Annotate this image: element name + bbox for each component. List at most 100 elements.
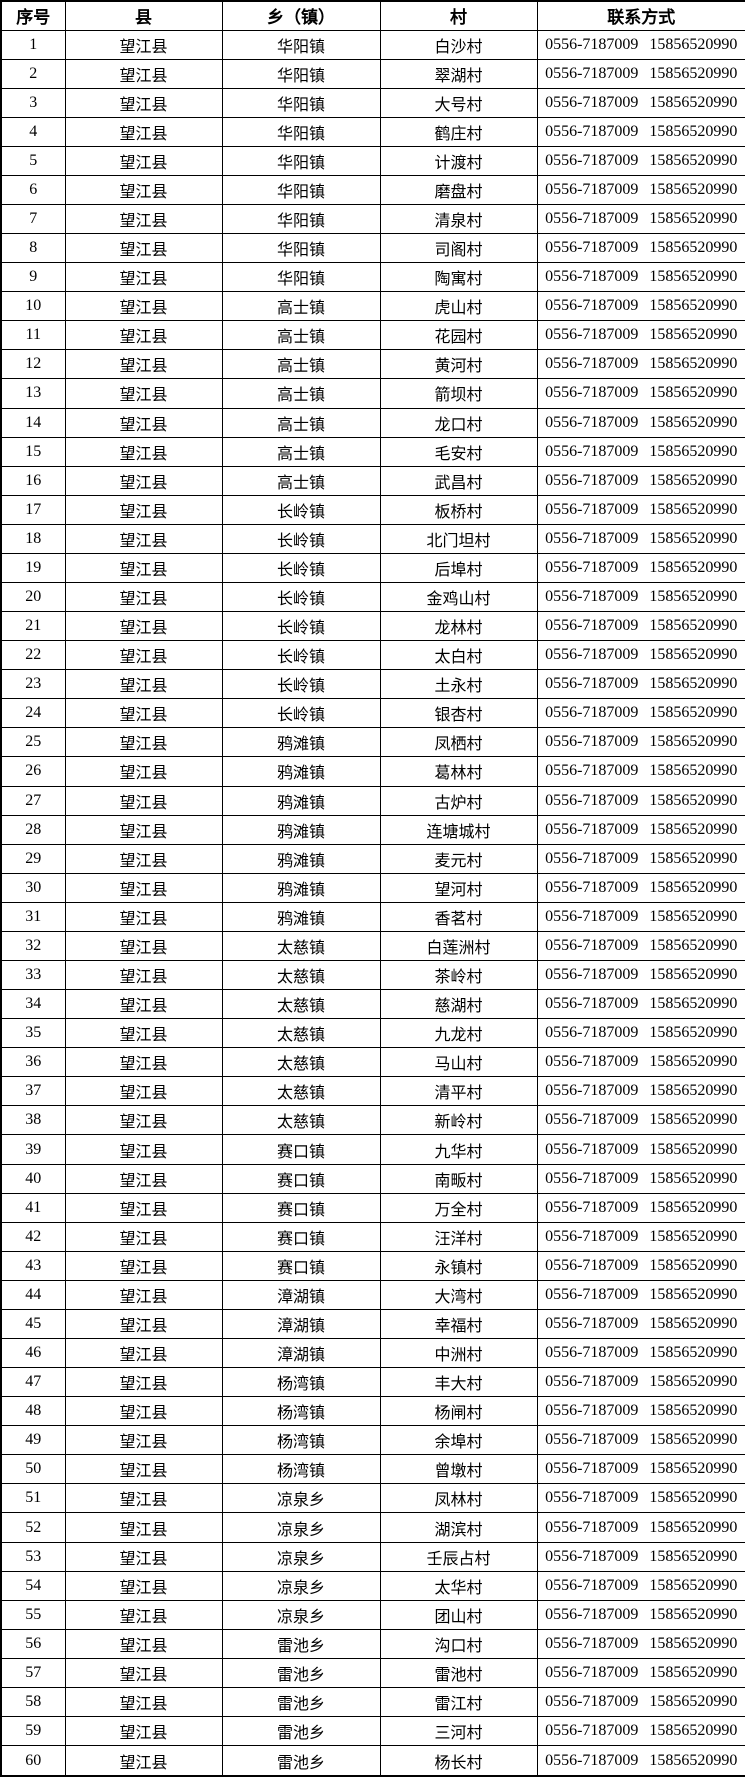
- table-row: 7 望江县 华阳镇 清泉村 0556-7187009 15856520990: [0, 203, 745, 235]
- cell-village: 麦元村: [379, 843, 538, 874]
- mobile-number: 15856520990: [649, 1111, 738, 1129]
- cell-county: 望江县: [64, 1570, 223, 1601]
- cell-county: 望江县: [64, 727, 223, 758]
- mobile-number: 15856520990: [649, 384, 738, 402]
- cell-contact: 0556-7187009 15856520990: [536, 930, 745, 962]
- phone-number: 0556-7187009: [545, 936, 639, 954]
- cell-village: 清平村: [379, 1076, 538, 1107]
- cell-village: 龙林村: [379, 611, 538, 642]
- table-row: 27 望江县 鸦滩镇 古炉村 0556-7187009 15856520990: [0, 785, 745, 816]
- cell-contact: 0556-7187009 15856520990: [536, 727, 745, 758]
- phone-number: 0556-7187009: [545, 326, 639, 344]
- cell-serial-number: 2: [0, 58, 66, 89]
- cell-township: 漳湖镇: [221, 1338, 381, 1369]
- mobile-number: 15856520990: [649, 1605, 738, 1623]
- cell-serial-number: 50: [0, 1454, 66, 1485]
- cell-serial-number: 13: [0, 378, 66, 409]
- cell-village: 南畈村: [379, 1163, 538, 1194]
- mobile-number: 15856520990: [649, 1634, 738, 1652]
- cell-township: 高士镇: [221, 320, 381, 351]
- cell-contact: 0556-7187009 15856520990: [536, 1047, 745, 1078]
- table-row: 41 望江县 赛口镇 万全村 0556-7187009 15856520990: [0, 1192, 745, 1223]
- cell-county: 望江县: [64, 1599, 223, 1630]
- cell-contact: 0556-7187009 15856520990: [536, 465, 745, 496]
- cell-contact: 0556-7187009 15856520990: [536, 843, 745, 874]
- phone-number: 0556-7187009: [545, 558, 639, 576]
- cell-contact: 0556-7187009 15856520990: [536, 1308, 745, 1340]
- cell-village: 九华村: [379, 1134, 538, 1165]
- cell-township: 华阳镇: [221, 116, 381, 147]
- cell-township: 凉泉乡: [221, 1570, 381, 1601]
- cell-township: 凉泉乡: [221, 1483, 381, 1514]
- cell-serial-number: 54: [0, 1570, 66, 1601]
- mobile-number: 15856520990: [649, 355, 738, 373]
- mobile-number: 15856520990: [649, 995, 738, 1013]
- cell-contact: 0556-7187009 15856520990: [536, 349, 745, 380]
- cell-village: 沟口村: [379, 1628, 538, 1659]
- table-row: 34 望江县 太慈镇 慈湖村 0556-7187009 15856520990: [0, 989, 745, 1020]
- cell-village: 茶岭村: [379, 959, 538, 991]
- cell-township: 太慈镇: [221, 989, 381, 1020]
- cell-contact: 0556-7187009 15856520990: [536, 1338, 745, 1369]
- mobile-number: 15856520990: [649, 1285, 738, 1303]
- table-row: 2 望江县 华阳镇 翠湖村 0556-7187009 15856520990: [0, 58, 745, 89]
- phone-number: 0556-7187009: [545, 122, 639, 140]
- cell-contact: 0556-7187009 15856520990: [536, 1279, 745, 1310]
- cell-contact: 0556-7187009 15856520990: [536, 378, 745, 409]
- mobile-number: 15856520990: [649, 210, 738, 227]
- cell-contact: 0556-7187009 15856520990: [536, 669, 745, 700]
- cell-contact: 0556-7187009 15856520990: [536, 1686, 745, 1718]
- cell-village: 余埠村: [379, 1425, 538, 1456]
- table-row: 1 望江县 华阳镇 白沙村 0556-7187009 15856520990: [0, 29, 745, 60]
- cell-county: 望江县: [64, 843, 223, 874]
- cell-township: 凉泉乡: [221, 1512, 381, 1543]
- mobile-number: 15856520990: [649, 1663, 738, 1681]
- cell-county: 望江县: [64, 1541, 223, 1572]
- cell-township: 鸦滩镇: [221, 756, 381, 787]
- phone-number: 0556-7187009: [545, 442, 639, 460]
- cell-serial-number: 45: [0, 1308, 66, 1340]
- phone-number: 0556-7187009: [545, 471, 639, 489]
- cell-serial-number: 26: [0, 756, 66, 787]
- cell-serial-number: 14: [0, 407, 66, 438]
- cell-county: 望江县: [64, 1338, 223, 1369]
- cell-county: 望江县: [64, 1076, 223, 1107]
- cell-township: 赛口镇: [221, 1192, 381, 1223]
- phone-number: 0556-7187009: [545, 1605, 639, 1623]
- cell-county: 望江县: [64, 1250, 223, 1281]
- mobile-number: 15856520990: [649, 500, 738, 518]
- phone-number: 0556-7187009: [545, 1634, 639, 1652]
- phone-number: 0556-7187009: [545, 820, 639, 838]
- phone-number: 0556-7187009: [545, 64, 639, 82]
- cell-serial-number: 9: [0, 262, 66, 293]
- cell-serial-number: 10: [0, 291, 66, 322]
- cell-contact: 0556-7187009 15856520990: [536, 145, 745, 176]
- cell-township: 华阳镇: [221, 58, 381, 89]
- cell-contact: 0556-7187009 15856520990: [536, 814, 745, 845]
- phone-number: 0556-7187009: [545, 1663, 639, 1681]
- mobile-number: 15856520990: [649, 646, 738, 664]
- mobile-number: 15856520990: [649, 1547, 738, 1565]
- phone-number: 0556-7187009: [545, 35, 639, 53]
- cell-contact: 0556-7187009 15856520990: [536, 1163, 745, 1194]
- cell-township: 长岭镇: [221, 611, 381, 642]
- table-row: 3 望江县 华阳镇 大号村 0556-7187009 15856520990: [0, 87, 745, 118]
- cell-serial-number: 17: [0, 494, 66, 525]
- cell-township: 华阳镇: [221, 145, 381, 176]
- cell-serial-number: 43: [0, 1250, 66, 1281]
- cell-contact: 0556-7187009 15856520990: [536, 1105, 745, 1136]
- cell-township: 长岭镇: [221, 581, 381, 613]
- cell-township: 雷池乡: [221, 1628, 381, 1659]
- cell-village: 白沙村: [379, 29, 538, 60]
- cell-contact: 0556-7187009 15856520990: [536, 698, 745, 729]
- cell-serial-number: 3: [0, 87, 66, 118]
- cell-township: 赛口镇: [221, 1134, 381, 1165]
- cell-village: 大湾村: [379, 1279, 538, 1310]
- cell-village: 龙口村: [379, 407, 538, 438]
- cell-township: 雷池乡: [221, 1686, 381, 1718]
- cell-township: 太慈镇: [221, 1047, 381, 1078]
- phone-number: 0556-7187009: [545, 239, 639, 257]
- mobile-number: 15856520990: [649, 1053, 738, 1071]
- cell-township: 杨湾镇: [221, 1396, 381, 1427]
